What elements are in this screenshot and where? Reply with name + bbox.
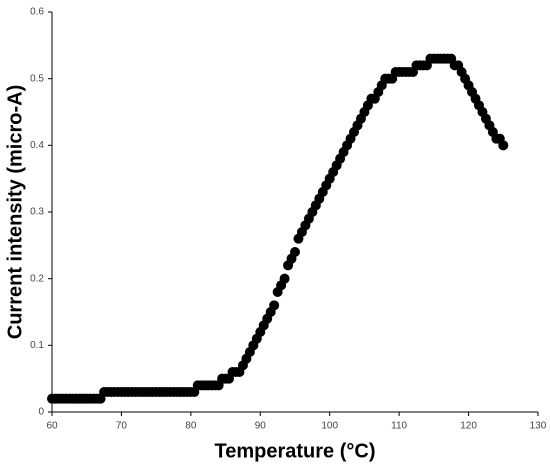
y-tick-label: 0.5 — [30, 73, 44, 84]
x-tick-label: 120 — [460, 421, 477, 432]
y-tick-label: 0.6 — [30, 7, 44, 18]
y-tick-label: 0.4 — [30, 140, 44, 151]
x-tick-label: 60 — [46, 421, 58, 432]
y-tick-label: 0 — [38, 407, 44, 418]
data-point — [269, 300, 280, 311]
x-tick-label: 80 — [185, 421, 197, 432]
x-tick-label: 70 — [116, 421, 128, 432]
x-tick-label: 130 — [530, 421, 547, 432]
data-point — [498, 140, 509, 151]
data-point — [290, 247, 300, 257]
x-tick-label: 110 — [391, 421, 407, 432]
x-tick-label: 90 — [255, 421, 267, 432]
y-axis-title: Current intensity (micro-A) — [4, 85, 26, 339]
data-point — [279, 273, 290, 284]
y-tick-label: 0.1 — [30, 340, 44, 351]
y-tick-label: 0.3 — [30, 207, 44, 218]
x-axis-title: Temperature (°C) — [215, 440, 376, 462]
x-tick-label: 100 — [321, 421, 338, 432]
y-tick-label: 0.2 — [30, 273, 44, 284]
